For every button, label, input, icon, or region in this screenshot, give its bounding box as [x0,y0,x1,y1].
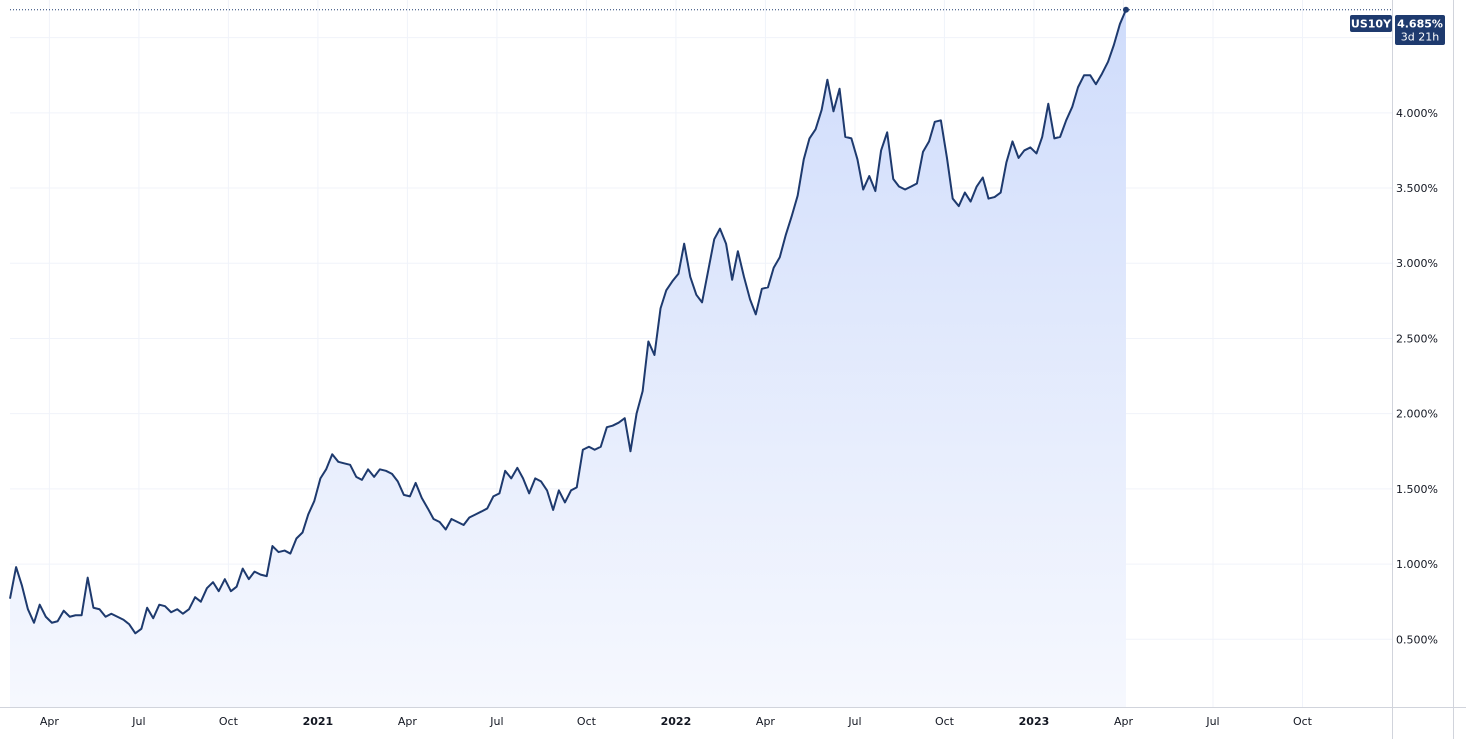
value-tag-label: 4.685% [1397,18,1443,31]
area-fill [10,9,1126,707]
x-tick-label: Apr [1114,715,1134,728]
y-tick-label: 3.000% [1396,257,1438,270]
symbol-tag-bg [1350,15,1392,32]
y-tick-label: 0.500% [1396,633,1438,646]
x-tick-label: 2021 [303,715,334,728]
y-tick-label: 2.500% [1396,332,1438,345]
x-tick-label: Jul [131,715,145,728]
x-tick-label: Jul [489,715,503,728]
last-value-marker [10,6,1392,13]
x-tick-label: Oct [1293,715,1313,728]
x-tick-label: 2023 [1019,715,1050,728]
y-tick-label: 3.500% [1396,182,1438,195]
y-tick-label: 1.000% [1396,558,1438,571]
price-tag: US10Y 4.685% 3d 21h [1350,15,1445,45]
value-tag-bg [1395,15,1445,45]
y-tick-label: 2.000% [1396,408,1438,421]
countdown-label: 3d 21h [1401,31,1439,44]
series-line-path [9,9,1127,635]
series-line [9,9,1127,635]
symbol-tag-label: US10Y [1351,18,1392,31]
last-value-dot [1122,6,1129,13]
y-tick-label: 4.000% [1396,107,1438,120]
x-tick-label: 2022 [661,715,692,728]
x-tick-label: Jul [847,715,861,728]
y-tick-label: 1.500% [1396,483,1438,496]
area-fill-path [10,9,1126,707]
y-axis[interactable]: 0.500% 1.000% 1.500% 2.000% 2.500% 3.000% 3.50… [1392,0,1439,739]
x-tick-label: Apr [40,715,60,728]
x-tick-label: Oct [577,715,597,728]
x-tick-label: Apr [756,715,776,728]
x-tick-label: Oct [935,715,955,728]
x-tick-label: Jul [1205,715,1219,728]
x-tick-label: Oct [219,715,239,728]
x-tick-label: Apr [398,715,418,728]
